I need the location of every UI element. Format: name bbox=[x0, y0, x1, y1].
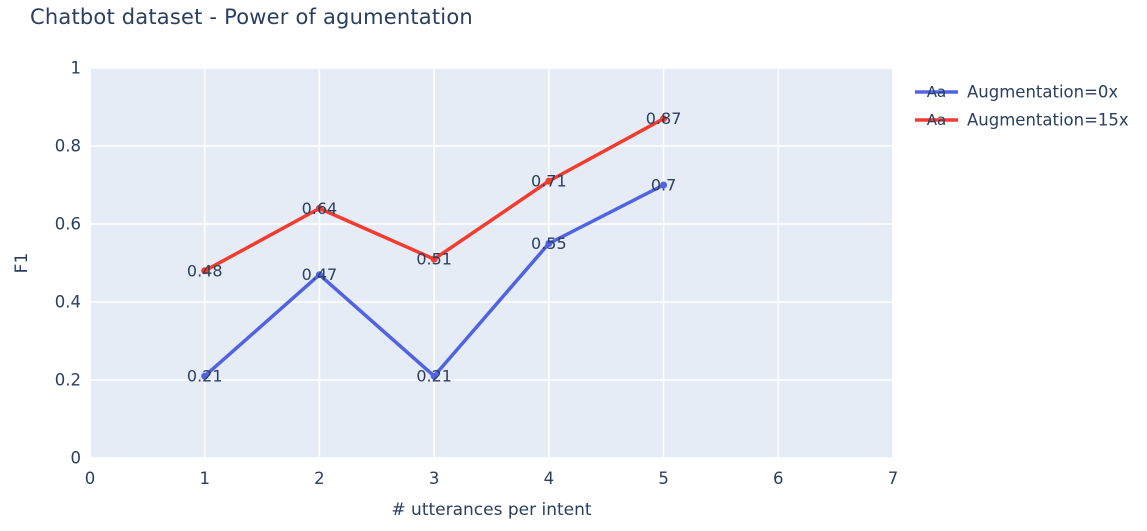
data-point-label: 0.51 bbox=[416, 250, 452, 269]
data-point-marker bbox=[545, 240, 553, 247]
x-axis-title: # utterances per intent bbox=[391, 500, 591, 520]
x-tick-label: 1 bbox=[199, 469, 210, 488]
legend-aa-symbol[interactable]: Aa bbox=[927, 111, 946, 129]
x-tick-label: 4 bbox=[544, 469, 555, 488]
data-point-label: 0.71 bbox=[531, 172, 567, 191]
x-tick-label: 3 bbox=[429, 469, 440, 488]
y-tick-label: 0.6 bbox=[55, 215, 81, 234]
data-point-marker bbox=[660, 115, 668, 123]
data-point-marker bbox=[545, 177, 553, 185]
y-tick-label: 0.8 bbox=[55, 137, 81, 156]
data-point-marker bbox=[660, 181, 668, 189]
plot-area bbox=[90, 68, 893, 458]
data-point-label: 0.87 bbox=[646, 109, 682, 128]
data-point-label: 0.7 bbox=[651, 176, 676, 195]
data-point-label: 0.64 bbox=[302, 199, 338, 218]
y-tick-label: 0 bbox=[71, 449, 82, 468]
data-point-marker bbox=[430, 255, 438, 263]
data-point-marker bbox=[430, 372, 438, 380]
data-point-marker bbox=[201, 372, 209, 380]
x-tick-label: 6 bbox=[773, 469, 784, 488]
data-point-label: 0.21 bbox=[187, 367, 223, 386]
legend-label[interactable]: Augmentation=15x bbox=[967, 111, 1129, 130]
data-point-label: 0.48 bbox=[187, 261, 223, 280]
legend-item-augmentation-0x[interactable]: Aa Augmentation=0x bbox=[915, 83, 1118, 102]
x-tick-label: 0 bbox=[85, 469, 96, 488]
data-point-marker bbox=[315, 204, 323, 212]
data-point-label: 0.21 bbox=[416, 367, 452, 386]
y-tick-label: 0.2 bbox=[55, 371, 81, 390]
x-tick-label: 2 bbox=[314, 469, 325, 488]
data-point-label: 0.55 bbox=[531, 234, 567, 253]
legend-label[interactable]: Augmentation=0x bbox=[967, 83, 1118, 102]
y-axis-title: F1 bbox=[12, 253, 32, 274]
data-point-label: 0.47 bbox=[302, 265, 338, 284]
x-tick-label: 7 bbox=[888, 469, 899, 488]
data-point-marker bbox=[315, 271, 323, 279]
x-tick-label: 5 bbox=[658, 469, 669, 488]
legend-aa-symbol[interactable]: Aa bbox=[927, 83, 946, 101]
legend-item-augmentation-15x[interactable]: Aa Augmentation=15x bbox=[915, 111, 1129, 130]
data-point-marker bbox=[201, 267, 209, 275]
chart-title: Chatbot dataset - Power of agumentation bbox=[30, 5, 473, 29]
y-tick-label: 1 bbox=[71, 59, 82, 78]
y-tick-label: 0.4 bbox=[55, 293, 81, 312]
